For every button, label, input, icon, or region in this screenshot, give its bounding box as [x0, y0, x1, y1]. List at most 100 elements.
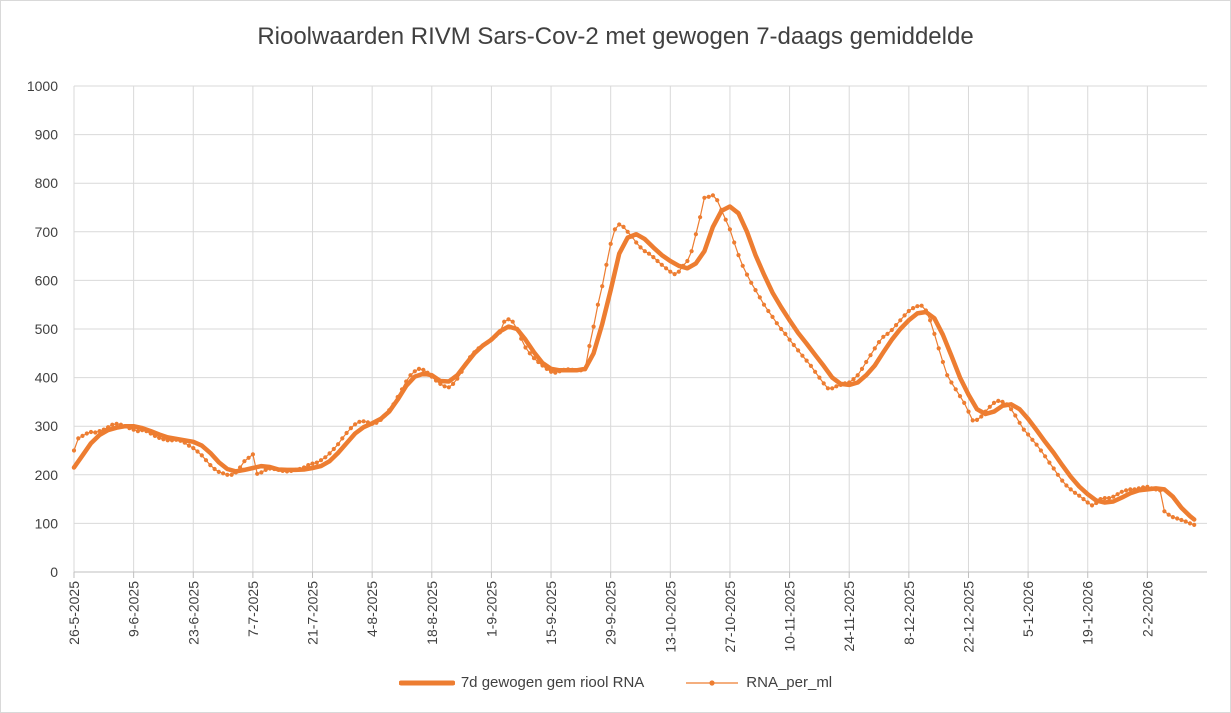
data-point — [88, 429, 94, 435]
data-point — [489, 337, 494, 342]
x-tick-label: 9-6-2025 — [126, 581, 142, 637]
data-point — [519, 336, 524, 341]
data-point — [753, 288, 758, 293]
data-point — [378, 417, 383, 422]
data-point — [715, 198, 720, 203]
series-line-weighted-avg — [71, 204, 1197, 522]
data-point — [336, 442, 341, 447]
data-point — [612, 227, 618, 232]
data-point — [1043, 454, 1048, 459]
data-point — [191, 446, 196, 451]
data-point — [651, 255, 656, 260]
data-point — [182, 440, 187, 445]
series-line-rna-per-ml — [73, 194, 1195, 526]
data-point — [770, 314, 775, 319]
data-point — [365, 420, 370, 425]
data-point — [847, 380, 852, 385]
y-tick-label: 900 — [35, 127, 59, 143]
data-point — [1124, 488, 1129, 493]
legend-label-weighted-avg: 7d gewogen gem riool RNA — [460, 674, 645, 691]
data-point — [855, 373, 860, 378]
data-point — [284, 469, 290, 474]
data-point — [1072, 490, 1078, 495]
data-point — [698, 215, 703, 220]
data-point — [161, 437, 166, 442]
data-point — [885, 331, 890, 336]
data-point — [638, 245, 643, 250]
data-point — [1141, 485, 1146, 490]
x-tick-label: 26-5-2025 — [66, 581, 82, 645]
data-point — [144, 429, 149, 434]
data-point — [221, 471, 226, 476]
data-point — [1013, 413, 1018, 418]
data-point — [1136, 486, 1141, 491]
data-point — [706, 194, 711, 199]
data-point — [1158, 488, 1163, 493]
data-point — [1145, 484, 1150, 489]
data-point — [208, 463, 213, 468]
data-point — [923, 308, 929, 313]
x-tick-label: 7-7-2025 — [245, 581, 261, 637]
data-point — [757, 295, 762, 300]
data-point — [306, 463, 311, 468]
data-point — [911, 306, 916, 311]
data-point — [178, 438, 183, 443]
data-point — [868, 353, 873, 358]
y-tick-label: 300 — [35, 418, 59, 434]
data-point — [774, 321, 779, 326]
x-tick-label: 19-1-2026 — [1080, 581, 1096, 645]
data-point — [1000, 399, 1005, 404]
x-tick-label: 4-8-2025 — [364, 581, 380, 637]
data-point — [267, 466, 272, 471]
x-tick-label: 29-9-2025 — [603, 581, 619, 645]
data-point — [348, 426, 353, 431]
data-point — [936, 346, 941, 351]
data-point — [506, 317, 511, 322]
data-point — [314, 460, 319, 465]
data-point — [621, 224, 626, 229]
y-tick-label: 500 — [35, 321, 59, 337]
data-point — [574, 368, 579, 373]
y-tick-label: 700 — [35, 224, 59, 240]
gridlines — [73, 85, 1207, 573]
data-point — [1017, 420, 1022, 425]
x-tick-label: 8-12-2025 — [901, 581, 917, 645]
data-point — [114, 421, 119, 426]
data-point — [710, 193, 716, 198]
data-point — [110, 422, 115, 427]
data-point — [655, 258, 660, 264]
data-point — [825, 386, 831, 391]
y-tick-label: 0 — [50, 564, 58, 580]
data-point — [242, 459, 247, 464]
y-tick-label: 400 — [35, 370, 59, 386]
data-point — [1030, 437, 1035, 442]
data-point — [668, 269, 673, 274]
data-point — [723, 217, 728, 222]
data-point — [344, 430, 349, 436]
data-point — [749, 280, 754, 285]
data-point — [523, 345, 528, 350]
data-point — [727, 227, 733, 232]
data-point — [289, 468, 294, 473]
data-point — [919, 303, 924, 308]
data-point — [808, 363, 814, 368]
data-point — [152, 433, 157, 438]
data-point — [783, 331, 788, 336]
data-point — [276, 467, 281, 472]
data-point — [468, 355, 473, 360]
chart-title: Rioolwaarden RIVM Sars-Cov-2 met gewogen… — [257, 23, 974, 50]
series — [71, 193, 1197, 528]
data-point — [216, 469, 221, 474]
data-point — [293, 467, 298, 472]
x-tick-label: 18-8-2025 — [424, 581, 440, 645]
data-point — [617, 222, 622, 227]
data-point — [544, 366, 549, 371]
data-point — [974, 417, 980, 422]
x-tick-label: 2-2-2026 — [1139, 581, 1155, 637]
data-point — [148, 431, 153, 436]
data-point — [834, 384, 839, 389]
data-point — [902, 313, 907, 318]
data-point — [881, 334, 886, 339]
data-point — [531, 356, 537, 361]
data-point — [646, 251, 652, 256]
